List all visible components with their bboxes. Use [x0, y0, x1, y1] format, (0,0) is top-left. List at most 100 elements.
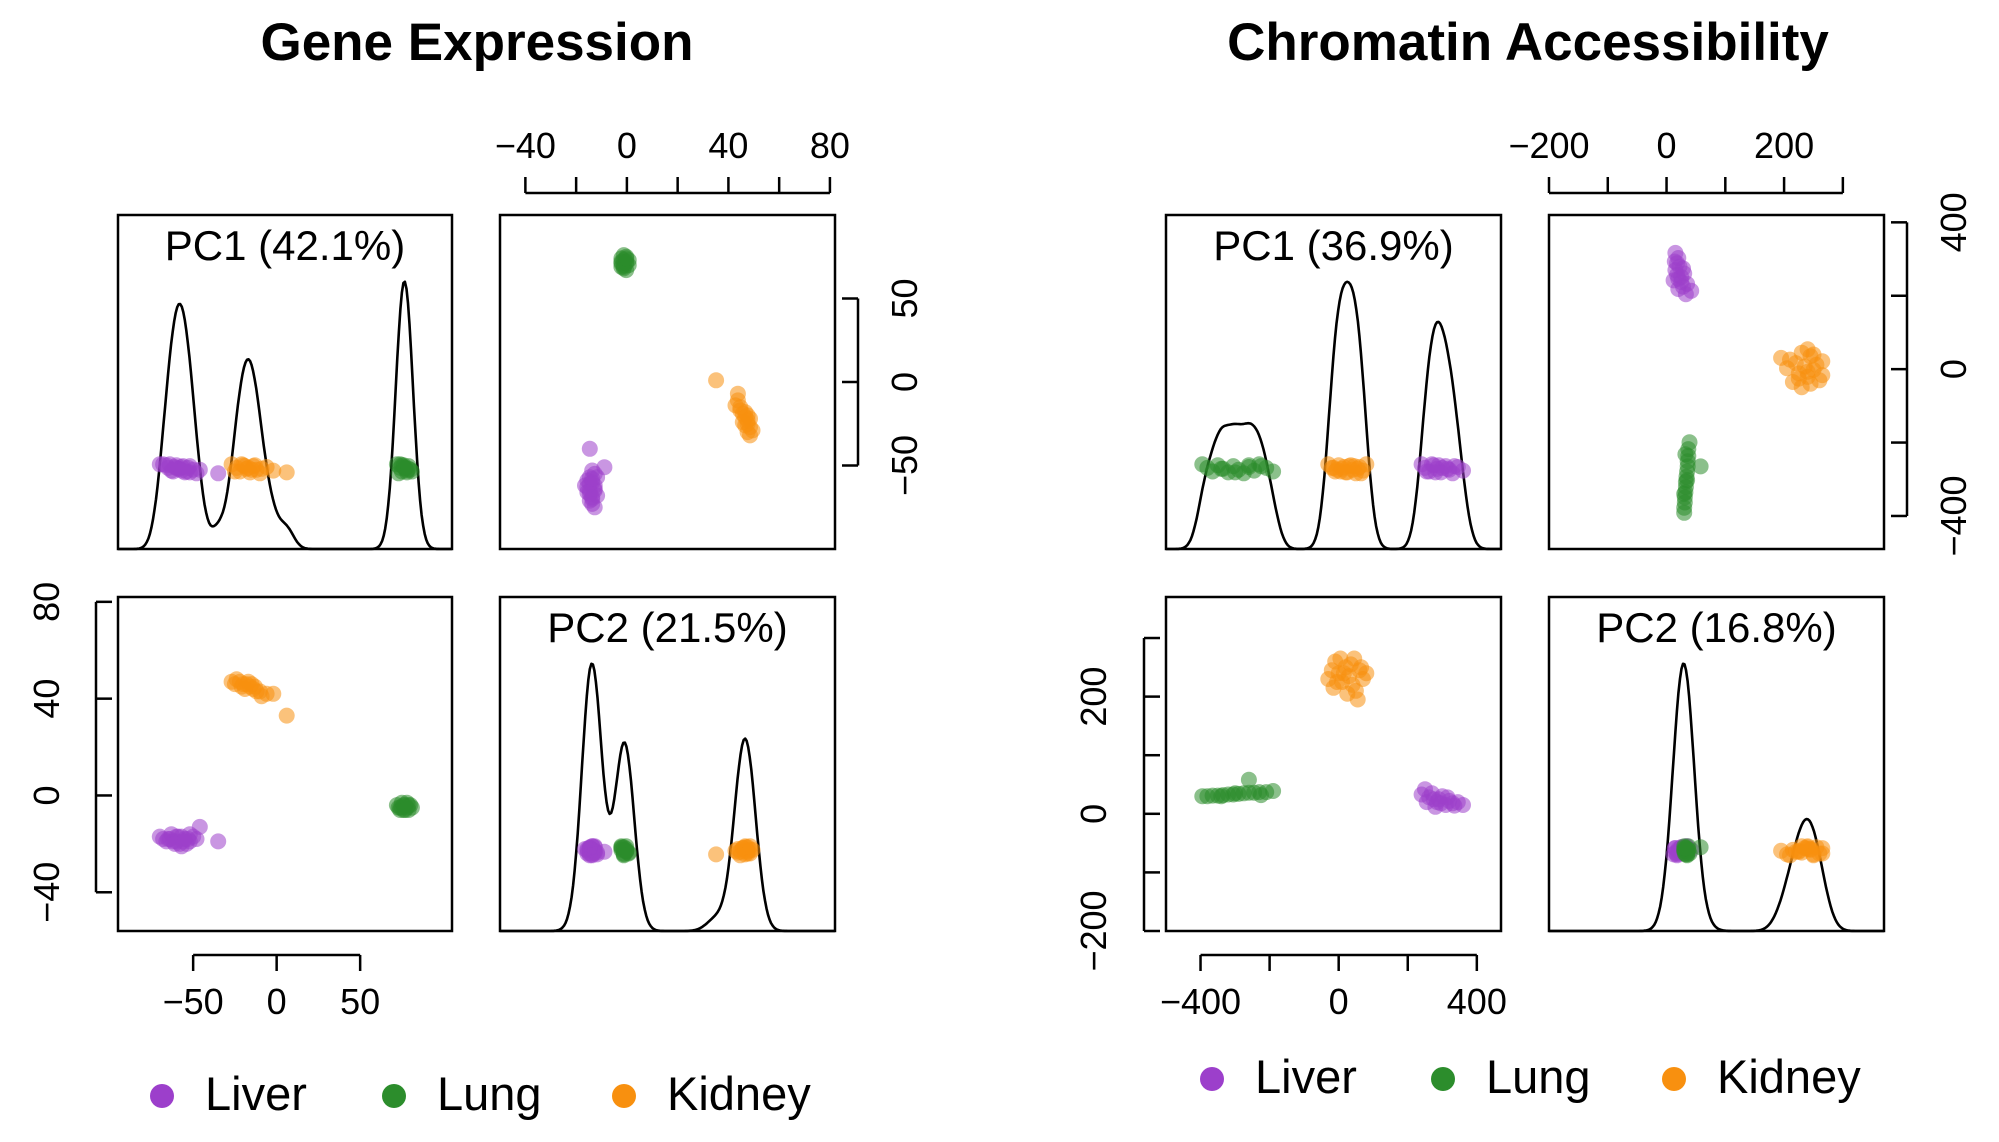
chromatin-accessibility-chart: Chromatin Accessibility PC1 (36.9%) PC2 (… [1073, 13, 1974, 1022]
tick-label: 40 [26, 679, 67, 719]
legend-chromatin-accessibility: Liver Lung Kidney [1200, 1050, 1861, 1103]
point-kidney [739, 407, 756, 424]
legend-item-lung: Lung [1431, 1050, 1591, 1103]
point-lung [1213, 788, 1230, 805]
density-pc2 [500, 662, 835, 933]
strip-point-kidney [739, 843, 756, 860]
strip-point-liver [1427, 464, 1444, 481]
point-lung [618, 250, 635, 267]
strip-point-lung [1253, 458, 1269, 475]
strip-point-kidney [1353, 465, 1370, 482]
point-kidney [1353, 659, 1370, 676]
tick-label: 0 [1073, 804, 1114, 824]
strip-point-kidney [1799, 841, 1816, 857]
legend-swatch [1431, 1067, 1455, 1091]
tick-label: 200 [1073, 667, 1114, 727]
point-lung [400, 797, 417, 814]
legend-label: Kidney [1717, 1050, 1861, 1103]
scatter-pc1-vs-pc2 [151, 671, 420, 855]
chart-title: Chromatin Accessibility [1227, 13, 1829, 72]
tick-label: 40 [708, 125, 748, 166]
strip-point-liver [210, 465, 227, 482]
point-kidney [1339, 685, 1356, 702]
point-lung [1679, 472, 1696, 489]
axis-left: −40 0 40 80 [26, 582, 112, 923]
density-curve [1166, 280, 1501, 551]
strip-point-lung [1677, 840, 1694, 857]
strip-point-kidney [265, 462, 282, 479]
strip-point-lung [1265, 463, 1282, 480]
legend-swatch [1200, 1067, 1224, 1091]
point-liver [1665, 272, 1682, 289]
strip-point-liver [584, 841, 601, 858]
axis-top: −200 0 200 [1508, 125, 1845, 195]
legend-label: Lung [1486, 1050, 1591, 1103]
strip-point-lung [1227, 464, 1244, 481]
strip-point-kidney [708, 846, 725, 863]
gene-expression-chart: Gene Expression PC1 (42.1%) PC2 (21.5%) −5… [26, 13, 925, 1022]
strip-point-lung [1213, 460, 1230, 477]
point-lung [1227, 785, 1244, 802]
axis-left: −200 0 200 [1073, 636, 1160, 972]
point-liver [596, 459, 613, 476]
point-liver [210, 833, 227, 850]
tick-label: 0 [267, 981, 287, 1022]
density-curve [500, 662, 835, 933]
density-curve [118, 280, 452, 551]
pc2-label: PC2 (16.8%) [1596, 604, 1836, 651]
point-lung [1240, 771, 1257, 788]
panel-frame-bl [1164, 595, 1503, 933]
tick-label: 0 [1329, 981, 1349, 1022]
density-pc1 [118, 280, 452, 551]
point-liver [584, 489, 601, 506]
point-kidney [278, 707, 295, 724]
strip-point-liver [191, 461, 208, 478]
strip-point-liver [161, 456, 178, 473]
axis-bottom: −400 0 400 [1160, 953, 1507, 1022]
point-kidney [1335, 665, 1352, 682]
legend-gene-expression: Liver Lung Kidney [150, 1067, 811, 1120]
density-curve [1549, 662, 1884, 933]
tick-label: −200 [1508, 125, 1589, 166]
density-pc2 [1549, 662, 1884, 933]
strip-point-kidney [278, 464, 295, 481]
tick-label: 50 [340, 981, 380, 1022]
point-liver [1666, 253, 1683, 270]
point-kidney [708, 372, 725, 389]
tick-label: 400 [1933, 192, 1974, 252]
point-kidney [243, 676, 260, 693]
panel-frame-tl [1164, 213, 1503, 551]
tick-label: 0 [617, 125, 637, 166]
legend-item-liver: Liver [1200, 1050, 1357, 1103]
axis-right: −400 0 400 [1891, 192, 1974, 557]
legend-item-lung: Lung [382, 1067, 542, 1120]
panel-frame-tr [498, 213, 837, 551]
tick-label: 80 [26, 582, 67, 622]
scatter-pc1-vs-pc2 [1194, 650, 1471, 815]
strip-point-lung [400, 460, 417, 477]
point-lung [1265, 783, 1282, 799]
scatter-pc2-vs-pc1 [1665, 244, 1831, 521]
axis-top: −40 0 40 80 [495, 125, 850, 195]
tick-label: −50 [884, 435, 925, 496]
point-lung [1677, 446, 1694, 463]
tick-label: −40 [26, 862, 67, 923]
point-lung [1253, 787, 1269, 804]
tick-label: 200 [1754, 125, 1814, 166]
strip-point-lung [618, 842, 635, 859]
strip-point-kidney [243, 461, 260, 478]
pc2-label: PC2 (21.5%) [547, 604, 787, 651]
strip-point-liver [1446, 458, 1463, 475]
legend-swatch [382, 1084, 406, 1108]
legend-label: Lung [437, 1067, 542, 1120]
scatter-pc2-vs-pc1 [577, 247, 761, 516]
tick-label: −50 [163, 981, 224, 1022]
tick-label: 0 [884, 372, 925, 392]
strip-point-lung [1692, 839, 1709, 856]
tick-label: 0 [1657, 125, 1677, 166]
point-kidney [1805, 346, 1822, 363]
point-kidney [727, 397, 744, 414]
axis-right: −50 0 50 [842, 278, 925, 496]
point-liver [180, 831, 197, 847]
